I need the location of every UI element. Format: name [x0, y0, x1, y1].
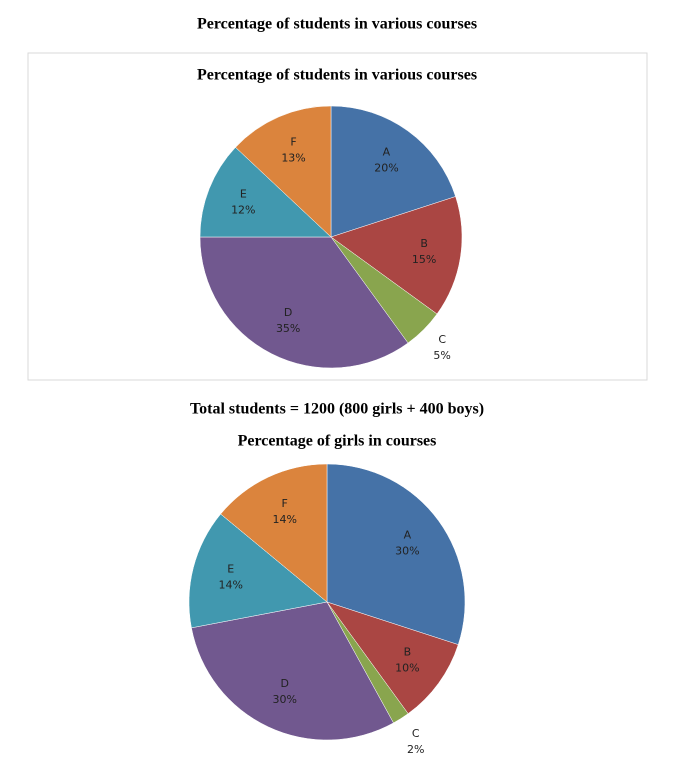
note: Total students = 1200 (800 girls + 400 b…: [190, 401, 484, 418]
slice-value: 10%: [395, 661, 419, 674]
pie-slice: [188, 513, 328, 629]
chart-title: Percentage of students in various course…: [197, 67, 477, 84]
slice-value: 12%: [231, 203, 255, 216]
slice-value: 2%: [407, 743, 424, 756]
pie-slice: [199, 146, 332, 238]
slice-category: C: [438, 333, 446, 346]
slice-category: D: [280, 677, 288, 690]
slice-category: B: [404, 645, 412, 658]
slice-category: D: [284, 306, 292, 319]
slice-category: E: [227, 562, 234, 575]
slice-value: 14%: [219, 578, 243, 591]
pie-slice: [326, 601, 459, 714]
slice-category: B: [420, 237, 428, 250]
pie-slice: [235, 105, 332, 238]
slice-value: 35%: [276, 322, 300, 335]
page-heading: Percentage of students in various course…: [197, 16, 477, 33]
slice-category: C: [412, 727, 420, 740]
chart-frame: [27, 52, 648, 381]
slice-value: 20%: [374, 162, 398, 175]
slice-category: F: [282, 497, 288, 510]
slice-category: E: [240, 187, 247, 200]
slice-value: 30%: [395, 545, 419, 558]
slice-value: 5%: [433, 349, 450, 362]
pie-slice: [330, 196, 463, 315]
pie-slice: [220, 463, 328, 603]
chart-title: Percentage of girls in courses: [238, 433, 437, 450]
slice-value: 30%: [272, 693, 296, 706]
slice-category: A: [404, 529, 412, 542]
slice-category: A: [383, 146, 391, 159]
pie-slice: [326, 463, 466, 645]
slice-value: 13%: [281, 151, 305, 164]
slice-value: 14%: [272, 513, 296, 526]
pie-slice: [191, 601, 394, 741]
slice-value: 15%: [412, 253, 436, 266]
pie-slice: [330, 105, 456, 238]
slice-category: F: [290, 135, 296, 148]
pie-slice: [199, 236, 409, 369]
